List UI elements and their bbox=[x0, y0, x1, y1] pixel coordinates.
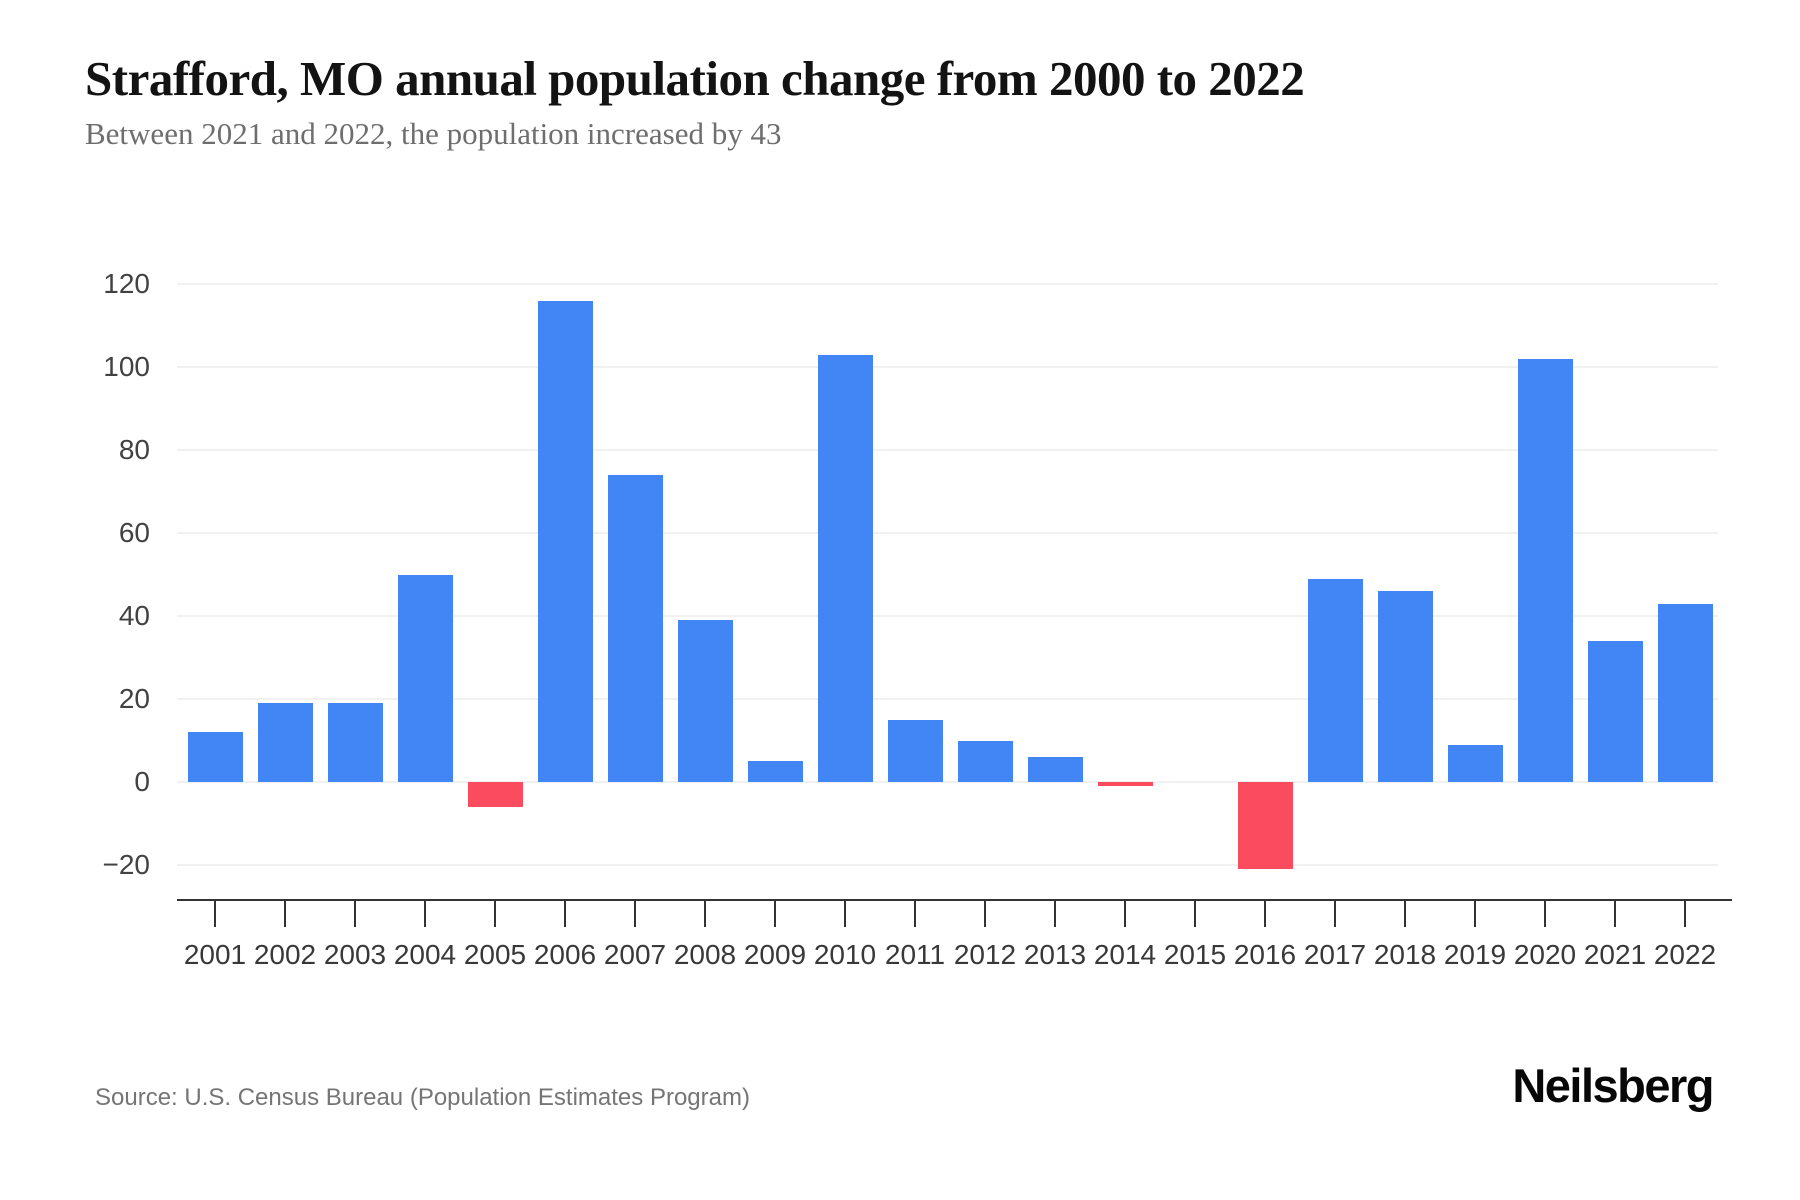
x-axis-label: 2007 bbox=[603, 939, 667, 970]
bar-2011[interactable] bbox=[887, 719, 943, 782]
x-axis-tick bbox=[1614, 901, 1616, 927]
x-axis-label: 2022 bbox=[1653, 939, 1717, 970]
y-axis-label: 20 bbox=[118, 683, 150, 714]
bar-2002[interactable] bbox=[257, 703, 313, 782]
x-axis-tick bbox=[704, 901, 706, 927]
bar-2017[interactable] bbox=[1307, 578, 1363, 782]
x-axis-tick bbox=[1124, 901, 1126, 927]
x-axis-tick bbox=[1054, 901, 1056, 927]
gridline bbox=[177, 864, 1718, 866]
x-axis-label: 2006 bbox=[533, 939, 597, 970]
x-axis-tick bbox=[564, 901, 566, 927]
source-attribution: Source: U.S. Census Bureau (Population E… bbox=[95, 1084, 750, 1111]
x-axis-tick bbox=[1334, 901, 1336, 927]
x-axis-tick bbox=[844, 901, 846, 927]
gridline bbox=[177, 532, 1718, 534]
bar-2006[interactable] bbox=[537, 300, 593, 782]
x-axis-tick bbox=[774, 901, 776, 927]
y-axis-label: 120 bbox=[103, 268, 150, 299]
x-axis-label: 2019 bbox=[1443, 939, 1507, 970]
x-axis-tick bbox=[1544, 901, 1546, 927]
chart-title: Strafford, MO annual population change f… bbox=[85, 51, 1305, 106]
y-axis-label: −20 bbox=[102, 849, 151, 880]
x-axis-tick bbox=[214, 901, 216, 927]
x-axis-tick bbox=[354, 901, 356, 927]
x-axis-label: 2004 bbox=[393, 939, 457, 970]
x-axis-tick bbox=[1194, 901, 1196, 927]
x-axis-label: 2005 bbox=[463, 939, 527, 970]
bar-2021[interactable] bbox=[1587, 640, 1643, 782]
gridline bbox=[177, 615, 1718, 617]
y-axis-label: 40 bbox=[118, 600, 150, 631]
chart-subtitle: Between 2021 and 2022, the population in… bbox=[85, 116, 782, 151]
bar-2004[interactable] bbox=[397, 574, 453, 782]
x-axis-tick bbox=[1684, 901, 1686, 927]
x-axis-label: 2014 bbox=[1093, 939, 1157, 970]
x-axis-label: 2016 bbox=[1233, 939, 1297, 970]
gridline bbox=[177, 781, 1718, 783]
x-axis-label: 2009 bbox=[743, 939, 807, 970]
y-axis-label: 80 bbox=[118, 434, 150, 465]
bar-2014[interactable] bbox=[1097, 782, 1153, 787]
bar-2018[interactable] bbox=[1377, 591, 1433, 782]
bar-2001[interactable] bbox=[187, 732, 243, 782]
x-axis-tick bbox=[1474, 901, 1476, 927]
bar-2022[interactable] bbox=[1657, 603, 1713, 782]
x-axis-label: 2008 bbox=[673, 939, 737, 970]
x-axis-tick bbox=[284, 901, 286, 927]
neilsberg-logo: Neilsberg bbox=[1512, 1059, 1714, 1112]
y-axis-label: 0 bbox=[134, 766, 150, 797]
bar-2012[interactable] bbox=[957, 740, 1013, 782]
x-axis-tick bbox=[914, 901, 916, 927]
x-axis-label: 2002 bbox=[253, 939, 317, 970]
gridline bbox=[177, 449, 1718, 451]
x-axis-tick bbox=[634, 901, 636, 927]
gridline bbox=[177, 698, 1718, 700]
bar-2020[interactable] bbox=[1517, 358, 1573, 782]
x-axis-label: 2021 bbox=[1583, 939, 1647, 970]
x-axis-label: 2015 bbox=[1163, 939, 1227, 970]
bar-2007[interactable] bbox=[607, 474, 663, 782]
x-axis-tick bbox=[1264, 901, 1266, 927]
x-axis-tick bbox=[984, 901, 986, 927]
x-axis-label: 2011 bbox=[884, 939, 946, 970]
bar-2005[interactable] bbox=[467, 782, 523, 807]
bar-2009[interactable] bbox=[747, 761, 803, 782]
y-axis-label: 100 bbox=[103, 351, 150, 382]
x-axis-label: 2001 bbox=[183, 939, 247, 970]
y-axis-label: 60 bbox=[118, 517, 150, 548]
bar-2003[interactable] bbox=[327, 703, 383, 782]
x-axis-label: 2012 bbox=[953, 939, 1017, 970]
x-axis-label: 2020 bbox=[1513, 939, 1577, 970]
x-axis-label: 2017 bbox=[1303, 939, 1367, 970]
x-axis-label: 2010 bbox=[813, 939, 877, 970]
x-axis-tick bbox=[494, 901, 496, 927]
bar-2013[interactable] bbox=[1027, 757, 1083, 782]
bar-2016[interactable] bbox=[1237, 782, 1293, 870]
gridline bbox=[177, 283, 1718, 285]
bar-2008[interactable] bbox=[677, 620, 733, 782]
bar-2010[interactable] bbox=[817, 354, 873, 782]
x-axis-label: 2003 bbox=[323, 939, 387, 970]
x-axis-tick bbox=[1404, 901, 1406, 927]
bar-2019[interactable] bbox=[1447, 744, 1503, 782]
gridline bbox=[177, 366, 1718, 368]
x-axis-line bbox=[177, 899, 1732, 901]
x-axis-tick bbox=[424, 901, 426, 927]
x-axis-label: 2013 bbox=[1023, 939, 1087, 970]
x-axis-label: 2018 bbox=[1373, 939, 1437, 970]
